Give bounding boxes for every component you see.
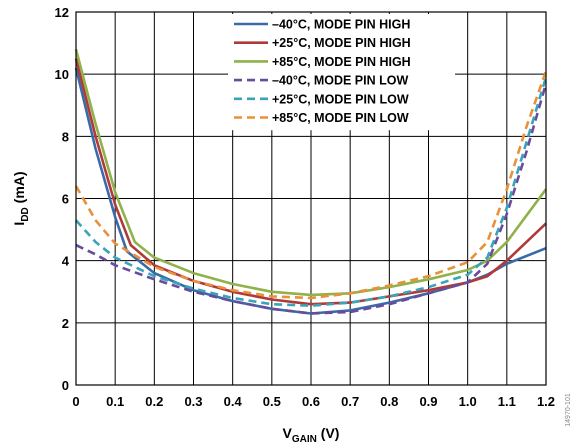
legend: –40°C, MODE PIN HIGH +25°C, MODE PIN HIGH…	[228, 14, 455, 131]
plot-frame	[75, 11, 547, 386]
x-tick-label: 0.3	[184, 394, 202, 409]
y-tick-label: 2	[62, 316, 69, 331]
series-line-1	[74, 58, 547, 306]
y-axis-title: IDD (mA)	[11, 171, 31, 225]
y-tick-label: 4	[62, 254, 70, 269]
legend-label: +25°C, MODE PIN LOW	[272, 92, 409, 106]
legend-label: –40°C, MODE PIN HIGH	[272, 18, 410, 32]
x-tick-label: 1.0	[459, 394, 477, 409]
y-tick-label: 10	[55, 67, 69, 82]
x-tick-label: 0.4	[224, 394, 243, 409]
series-lines	[74, 48, 548, 315]
x-axis-title-sub: GAIN	[292, 434, 317, 445]
legend-label: –40°C, MODE PIN LOW	[272, 74, 408, 88]
y-tick-label: 8	[62, 129, 69, 144]
x-axis-title-unit: (V)	[317, 425, 340, 441]
x-tick-label: 0	[72, 394, 79, 409]
x-tick-label: 1.1	[498, 394, 516, 409]
y-tick-label: 6	[62, 192, 69, 207]
series-line-3	[75, 83, 548, 315]
series-line-4	[75, 76, 548, 307]
y-axis-title-unit: (mA)	[11, 171, 27, 207]
y-axis-title-main: I	[11, 222, 27, 226]
series-line-5	[74, 70, 548, 300]
x-tick-label: 0.2	[145, 394, 163, 409]
y-tick-label: 0	[62, 378, 69, 393]
y-tick-labels: 0 2 4 6 8 10 12	[55, 5, 70, 393]
x-tick-label: 0.6	[302, 394, 320, 409]
x-tick-label: 0.8	[380, 394, 398, 409]
y-tick-label: 12	[55, 5, 69, 20]
figure-id-watermark: 14970-101	[565, 393, 572, 427]
legend-label: +25°C, MODE PIN HIGH	[272, 36, 411, 50]
y-axis-title-sub: DD	[20, 207, 31, 221]
x-tick-label: 0.9	[419, 394, 437, 409]
legend-background	[228, 14, 455, 131]
x-tick-label: 0.5	[263, 394, 281, 409]
legend-label: +85°C, MODE PIN LOW	[272, 111, 409, 125]
x-tick-label: 1.2	[537, 394, 555, 409]
x-tick-labels: 0 0.1 0.2 0.3 0.4 0.5 0.6 0.7 0.8 0.9 1.0 1.1 1.2	[72, 394, 555, 409]
x-axis-title-main: V	[283, 425, 293, 441]
x-axis-title: VGAIN (V)	[283, 425, 340, 445]
x-tick-label: 0.7	[341, 394, 359, 409]
legend-label: +85°C, MODE PIN HIGH	[272, 55, 411, 69]
x-tick-label: 0.1	[106, 394, 124, 409]
